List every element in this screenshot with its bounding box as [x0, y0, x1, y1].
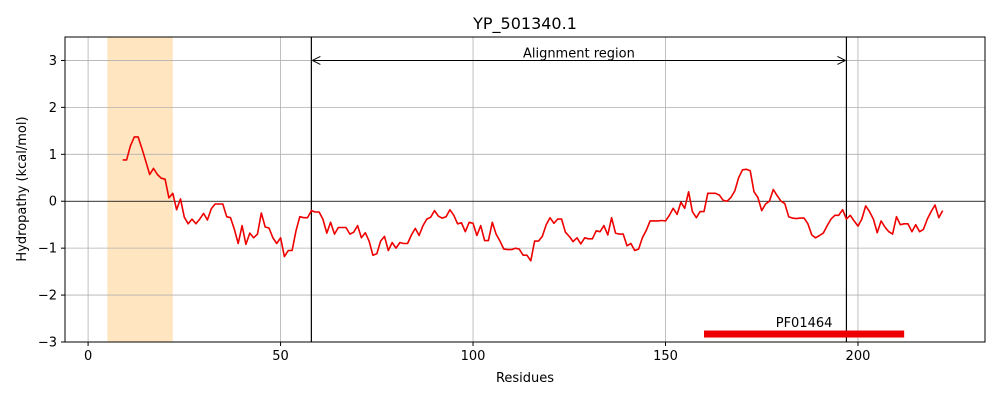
x-axis-label: Residues	[496, 371, 554, 386]
annot-layer: Alignment region PF01464	[312, 46, 905, 338]
line-layer	[122, 136, 944, 262]
x-tick-label: 0	[84, 349, 92, 364]
y-tick-label: −2	[38, 289, 57, 304]
x-tick-label: 200	[846, 349, 871, 364]
plot-frame	[64, 36, 986, 343]
tick-layer: 0 50 100 150 200 −3 −2 −1 0 1 2 3	[38, 54, 871, 364]
marker-layer	[65, 37, 985, 342]
alignment-arrow-left-head	[312, 56, 321, 65]
alignment-arrow-right-head	[837, 56, 846, 65]
x-tick-label: 150	[653, 349, 678, 364]
x-tick-label: 100	[461, 349, 486, 364]
domain-label: PF01464	[776, 316, 833, 331]
alignment-region-label: Alignment region	[523, 46, 635, 61]
y-tick-label: −3	[38, 336, 57, 351]
chart-title: YP_501340.1	[472, 14, 577, 34]
domain-bar	[703, 330, 905, 338]
y-axis-label: Hydropathy (kcal/mol)	[15, 116, 30, 261]
y-tick-label: 3	[49, 54, 57, 69]
shade-layer	[107, 37, 173, 342]
shaded-region	[107, 37, 173, 342]
hydropathy-series-line	[122, 136, 944, 262]
x-tick-label: 50	[272, 349, 289, 364]
y-tick-label: 1	[49, 148, 57, 163]
y-tick-label: 2	[49, 101, 57, 116]
y-tick-label: −1	[38, 242, 57, 257]
y-tick-label: 0	[49, 195, 57, 210]
